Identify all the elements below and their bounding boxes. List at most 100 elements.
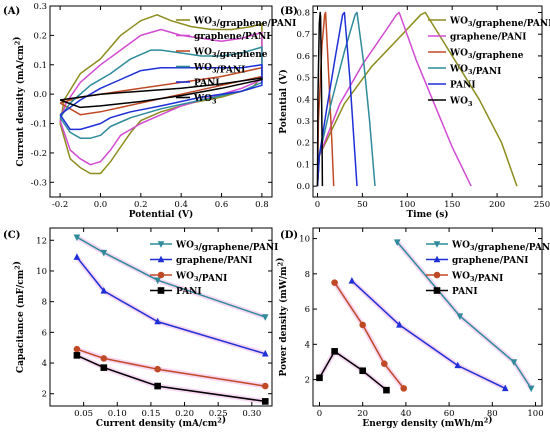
x-tick-label: 100 [527,409,543,419]
legend-label: WO3/graphene/PANI [449,17,550,30]
x-tick-label: 0.4 [174,200,188,210]
legend-label: WO3 [449,97,473,109]
data-point [331,348,338,355]
y-tick-label: 0.6 [296,52,310,62]
y-tick-label: 4 [305,340,310,350]
x-tick-label: 40 [400,409,411,419]
x-tick-label: 50 [357,200,368,210]
data-point [510,359,518,366]
x-tick-label: 0.20 [175,409,194,419]
legend-label: WO3/graphene [449,49,524,62]
y-axis-label: Current density (mA/cm2) [12,36,27,166]
legend-label: WO3/PANI [451,272,503,285]
panel-label: (C) [3,230,20,241]
x-tick-label: 0.0 [94,200,108,210]
series-line [76,354,266,403]
legend-marker [433,287,441,294]
y-tick-label: 6 [305,305,310,315]
series-glow [75,353,266,404]
data-point [261,382,269,390]
legend-label: PANI [450,81,476,91]
data-point [393,239,401,246]
series-line [316,11,324,187]
data-point [154,365,161,373]
y-tick-label: 0.3 [296,117,310,127]
legend-label: WO3 [193,94,217,106]
series-line [351,280,506,390]
x-tick-label: 80 [487,409,498,419]
plot-frame [312,227,543,407]
y-tick-label: 0.0 [33,90,47,100]
plot-frame [49,227,273,407]
legend-marker [157,287,165,294]
x-axis-label: Potential (V) [129,209,193,220]
data-point [316,374,323,382]
data-point [261,398,269,405]
series-line [316,11,376,187]
y-tick-label: 0.1 [296,160,310,170]
x-tick-label: 0.30 [242,409,261,419]
data-point [501,384,509,392]
legend-marker [433,255,441,263]
x-tick-label: 0.8 [255,200,269,210]
data-point [100,355,108,362]
data-point [359,367,366,375]
data-point [154,382,161,390]
x-axis-label: Time (s) [406,209,448,220]
y-tick-label: 8 [42,298,47,308]
legend-marker [157,241,165,248]
data-point [396,321,403,328]
panel-a: (A) -0.2 0.0 0.2 0.4 0.6 0.8 -0.3 -0.2 -0.1 0.0 0.1… [3,2,296,220]
y-axis-label: Power density (mW/m2) [275,258,290,377]
y-tick-label: 0.0 [296,182,310,192]
y-tick-label: 0.8 [296,9,310,19]
x-tick-label: -0.2 [52,200,68,210]
y-tick-label: 0.2 [296,139,310,149]
legend-label: PANI [452,287,478,297]
y-tick-label: 10 [299,235,310,245]
legend-label: PANI [194,79,220,89]
y-axis-label: Capacitance (mF/cm2) [12,261,27,373]
data-point [73,345,81,353]
data-point [100,287,108,294]
x-tick-label: 150 [444,200,460,210]
y-tick-label: 12 [36,236,47,246]
legend-marker [157,255,165,263]
data-point [383,386,390,394]
data-point [527,385,535,393]
data-point [348,276,356,284]
data-point [100,364,108,371]
series-line [76,256,266,355]
panel-label: (D) [280,230,298,241]
legend-label: WO3/PANI [193,63,245,76]
x-tick-label: 20 [357,409,368,419]
panel-b: (B) 0 50 100 150 200 250 0.0 0.1 0.2 0.3 0.4 0.5 0.6 0… [278,5,550,220]
x-tick-label: 250 [534,200,550,210]
y-tick-label: 0.7 [296,30,310,40]
y-tick-label: -0.3 [31,178,47,188]
y-tick-label: 0.3 [33,2,47,12]
y-tick-label: 0.2 [33,31,47,41]
y-tick-label: 10 [36,267,47,277]
y-tick-label: 4 [42,359,47,369]
x-tick-label: 60 [444,409,455,419]
y-tick-label: 0.5 [296,74,310,84]
x-tick-label: 100 [399,200,415,210]
x-tick-label: 0.05 [74,409,93,419]
series-glow [317,348,389,393]
x-tick-label: 0.25 [209,409,228,419]
plot-frame [312,5,543,198]
y-axis-label: Potential (V) [278,69,289,133]
plot-frame [49,5,273,198]
x-tick-label: 0 [315,200,320,210]
legend-marker [157,271,165,279]
legend-label: WO3/PANI [175,272,227,285]
data-point [456,313,464,321]
data-point [359,321,366,329]
panel-label: (B) [280,6,298,17]
x-tick-label: 0.6 [215,200,229,210]
x-tick-label: 0.2 [134,200,148,210]
legend-label: graphene/PANI [176,256,253,266]
series-line [76,348,266,387]
